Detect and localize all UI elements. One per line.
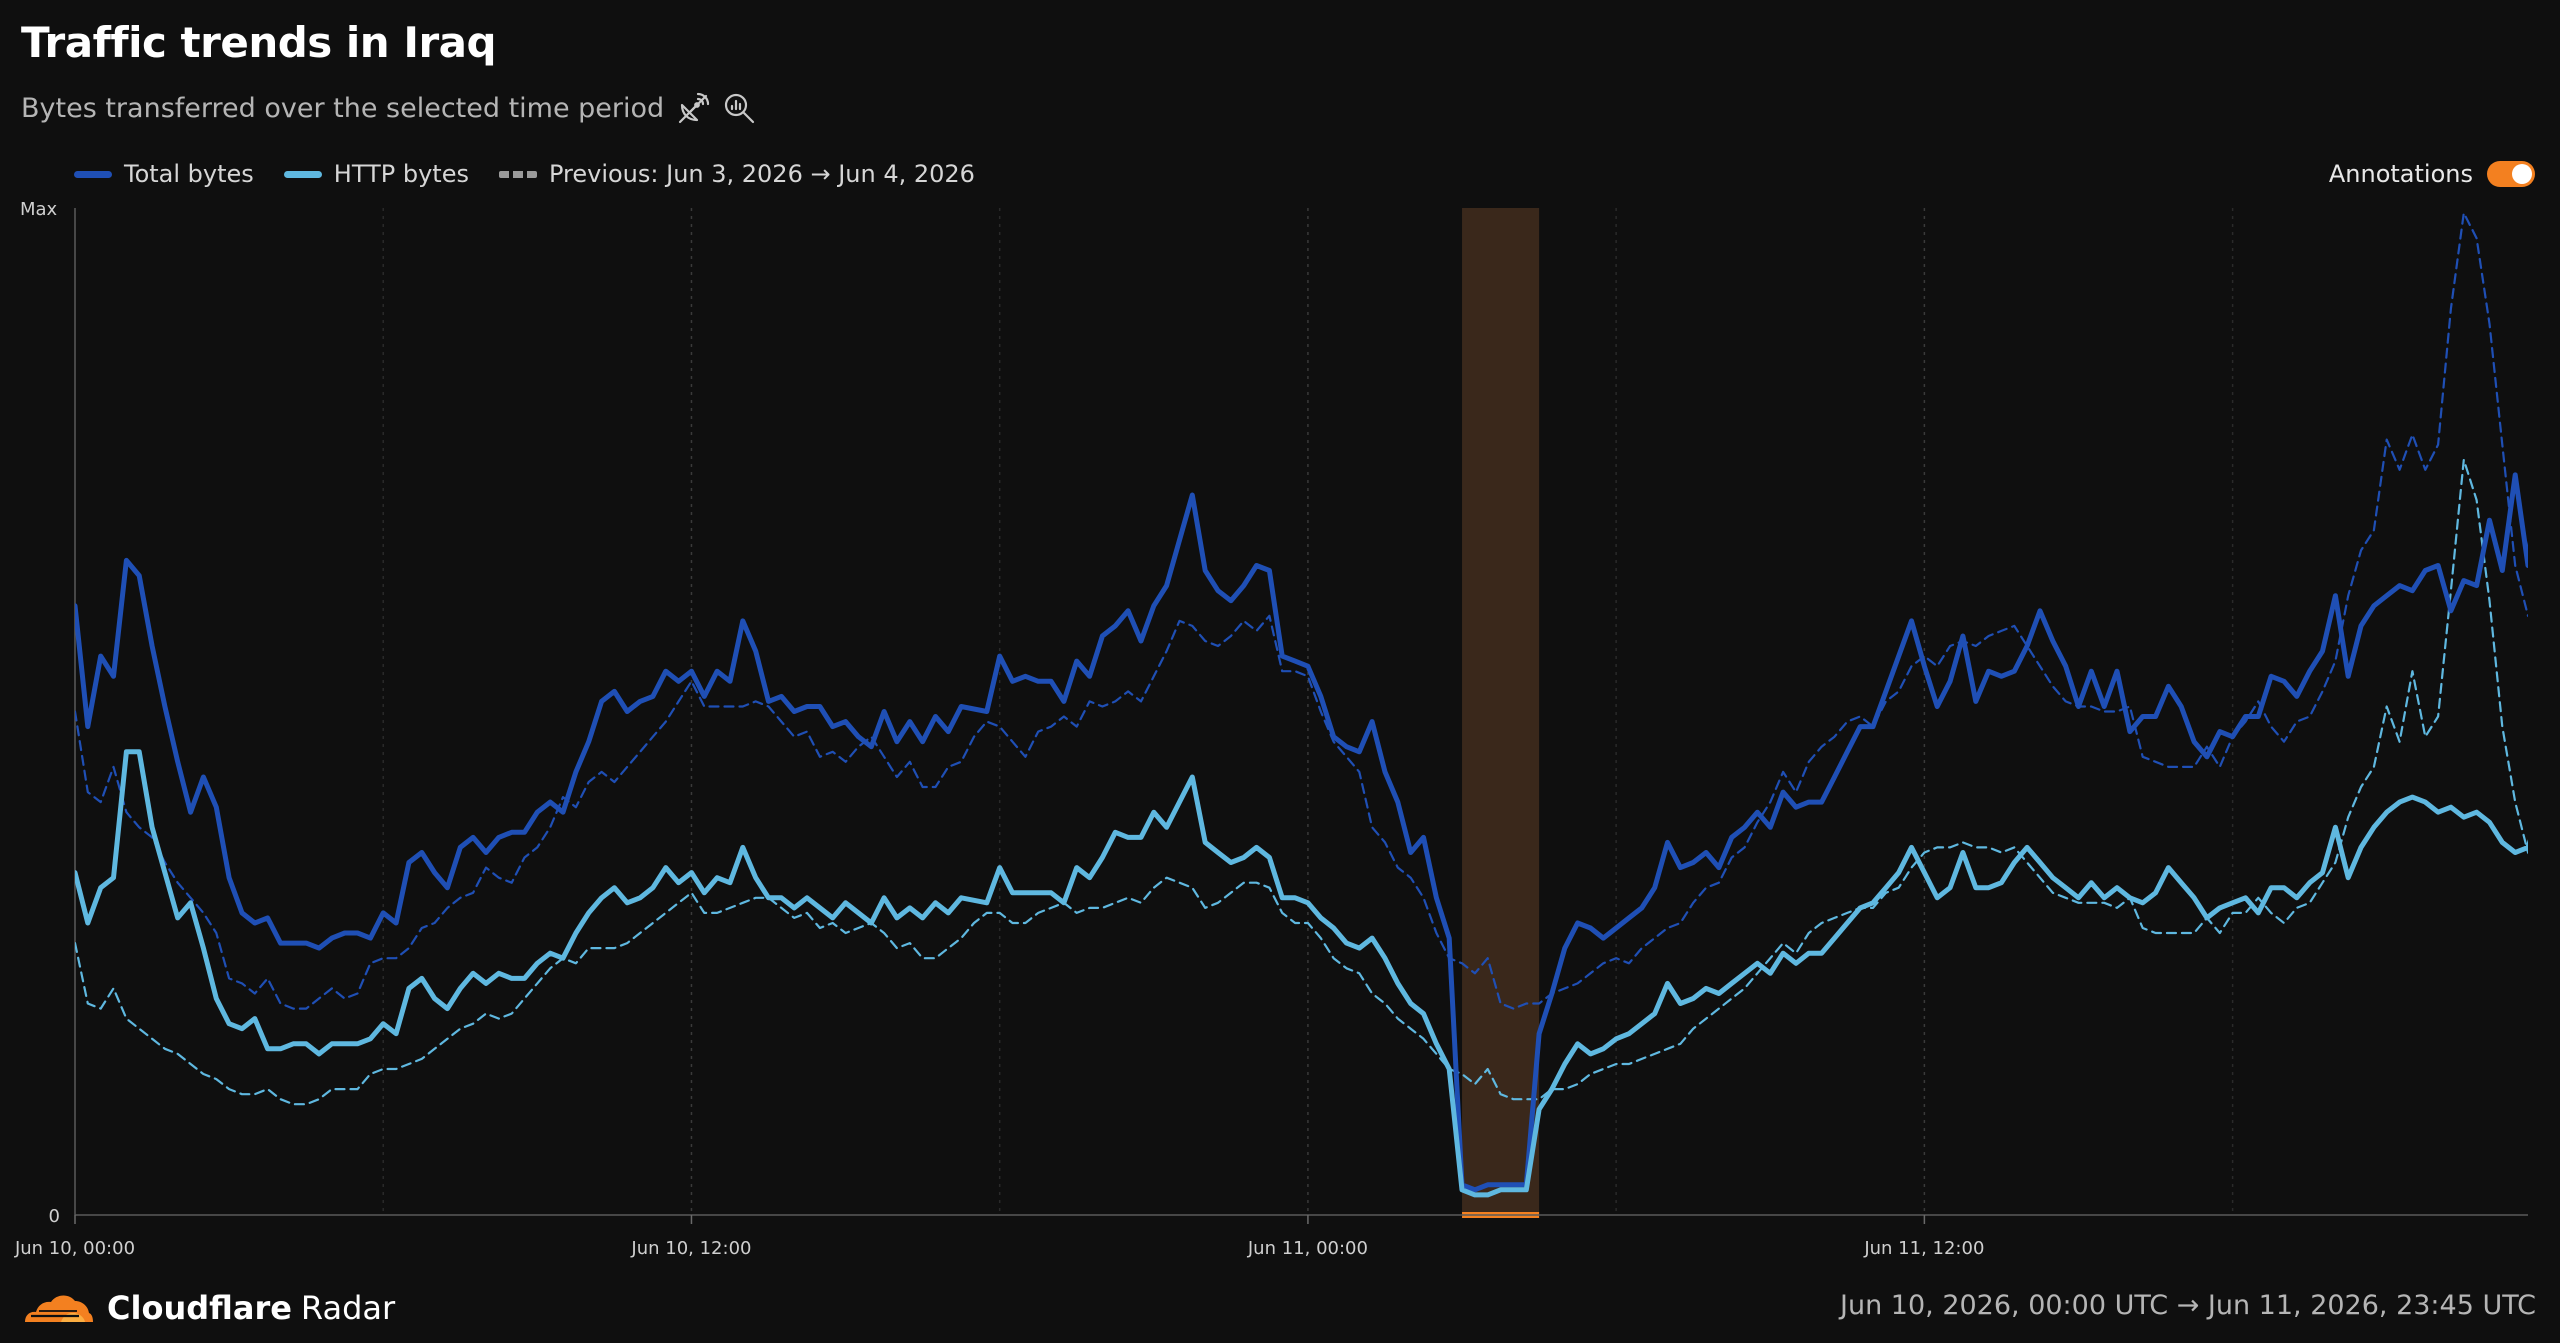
legend-item-http[interactable]: HTTP bytes (283, 160, 469, 188)
legend-label-http: HTTP bytes (333, 160, 469, 188)
legend-swatch-previous (498, 170, 537, 178)
x-tick-label: Jun 10, 12:00 (630, 1238, 751, 1259)
series-previous-total-line (75, 211, 2528, 1010)
legend-label-previous: Previous: Jun 3, 2026 → Jun 4, 2026 (548, 160, 975, 188)
toggle-knob (2512, 164, 2532, 184)
annotation-band (1462, 208, 1540, 1215)
chart-legend: Total bytes HTTP bytes Previous: Jun 3, … (74, 157, 1005, 191)
satellite-dish-icon[interactable] (676, 91, 710, 125)
chart-search-icon[interactable] (722, 91, 756, 125)
x-tick-label: Jun 11, 00:00 (1247, 1238, 1368, 1259)
cloudflare-radar-logo[interactable]: Cloudflare Radar (21, 1285, 395, 1331)
footer-brand: Cloudflare (107, 1289, 292, 1327)
series-total-bytes-line (75, 472, 2528, 1193)
legend-item-previous[interactable]: Previous: Jun 3, 2026 → Jun 4, 2026 (498, 160, 975, 188)
x-tick-label: Jun 10, 00:00 (14, 1238, 135, 1259)
x-tick-label: Jun 11, 12:00 (1863, 1238, 1984, 1259)
page-subtitle: Bytes transferred over the selected time… (21, 90, 756, 126)
y-tick-label-max: Max (20, 199, 58, 220)
legend-swatch-http (283, 170, 322, 178)
legend-label-total: Total bytes (124, 160, 254, 188)
annotations-control: Annotations (2329, 157, 2535, 191)
legend-item-total[interactable]: Total bytes (74, 160, 254, 188)
traffic-chart[interactable]: 0 Max Jun 10, 00:00 Jun 10, 12:00 Jun 11, 00… (0, 190, 2560, 1270)
annotations-toggle[interactable] (2487, 161, 2535, 187)
footer-date-range: Jun 10, 2026, 00:00 UTC → Jun 11, 2026, … (1840, 1290, 2536, 1321)
subtitle-text: Bytes transferred over the selected time… (21, 92, 665, 124)
legend-swatch-total (74, 170, 112, 178)
y-tick-label-0: 0 (49, 1206, 60, 1227)
cloudflare-cloud-icon (25, 1295, 93, 1322)
series-previous-http-line (75, 458, 2528, 1106)
series-http-bytes-line (75, 749, 2528, 1198)
footer-product: Radar (300, 1289, 396, 1327)
annotations-label: Annotations (2328, 160, 2473, 188)
page-title: Traffic trends in Iraq (21, 18, 497, 67)
